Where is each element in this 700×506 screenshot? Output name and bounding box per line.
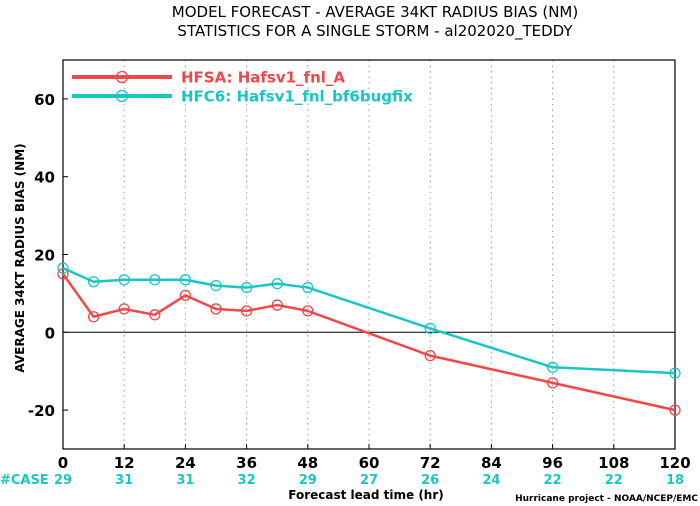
case-count: 22 (544, 473, 562, 488)
data-point (210, 303, 222, 315)
case-count: 22 (605, 473, 623, 488)
x-tick-label: 24 (175, 454, 196, 472)
data-point (240, 281, 253, 294)
data-point (149, 309, 161, 321)
data-point (302, 305, 314, 317)
case-count: 29 (299, 473, 317, 488)
data-point (118, 303, 130, 315)
legend-label: HFSA: Hafsv1_fnl_A (181, 69, 345, 87)
case-counts: #CASE 29 31 31 32 29 27 26 24 22 22 18 (0, 473, 684, 488)
series-line (61, 273, 676, 412)
chart-subtitle: STATISTICS FOR A SINGLE STORM - al202020… (177, 22, 573, 41)
x-tick-label: 84 (481, 454, 502, 472)
x-tick-label: 0 (58, 454, 68, 472)
case-count: 32 (238, 473, 256, 488)
case-count: 31 (176, 473, 194, 488)
data-point (179, 289, 192, 301)
x-tick-label: 12 (114, 454, 135, 472)
data-point (87, 276, 100, 288)
x-tick-label: 60 (359, 454, 380, 472)
data-point (546, 361, 559, 373)
data-point (179, 274, 192, 286)
x-tick-label: 108 (598, 454, 629, 472)
data-point (210, 279, 222, 292)
case-count: 18 (666, 473, 684, 488)
chart-title: MODEL FORECAST - AVERAGE 34KT RADIUS BIA… (172, 3, 578, 21)
case-count: 31 (115, 473, 133, 488)
data-point (424, 322, 436, 335)
legend-marker (115, 89, 129, 103)
y-tick-label: -20 (28, 402, 55, 420)
x-tick-label: 120 (659, 454, 690, 472)
data-point (424, 349, 436, 362)
grid (123, 60, 615, 449)
y-tick-label: 20 (34, 247, 55, 265)
data-point (669, 404, 681, 416)
data-point (118, 274, 130, 286)
case-count: 27 (360, 473, 378, 488)
data-point (87, 311, 100, 323)
data-point (302, 281, 314, 294)
credit-text: Hurricane project - NOAA/NCEP/EMC (515, 494, 698, 504)
case-label: #CASE (0, 473, 49, 488)
data-point (57, 262, 69, 274)
y-tick-label: 60 (34, 91, 55, 109)
data-point (669, 367, 681, 379)
y-tick-label: 40 (34, 169, 55, 187)
legend-label: HFC6: Hafsv1_fnl_bf6bugfix (181, 88, 413, 106)
case-count: 26 (421, 473, 439, 488)
x-tick-label: 48 (297, 454, 318, 472)
data-point (240, 305, 253, 317)
x-tick-label: 72 (420, 454, 441, 472)
series (57, 262, 681, 416)
case-count: 29 (54, 473, 72, 488)
case-count: 24 (482, 473, 500, 488)
axis-ticks: 0 12 24 36 48 60 72 84 96 108 120 -20 0 20 40 60 (28, 91, 691, 472)
y-axis-label: AVERAGE 34KT RADIUS BIAS (NM) (13, 143, 27, 372)
data-point (271, 299, 283, 311)
y-tick-label: 0 (45, 324, 55, 342)
x-tick-label: 96 (542, 454, 563, 472)
data-point (271, 278, 283, 290)
x-axis-label: Forecast lead time (hr) (288, 488, 444, 502)
data-point (149, 274, 161, 286)
data-point (546, 377, 559, 389)
x-tick-label: 36 (236, 454, 257, 472)
legend-marker (115, 70, 129, 84)
